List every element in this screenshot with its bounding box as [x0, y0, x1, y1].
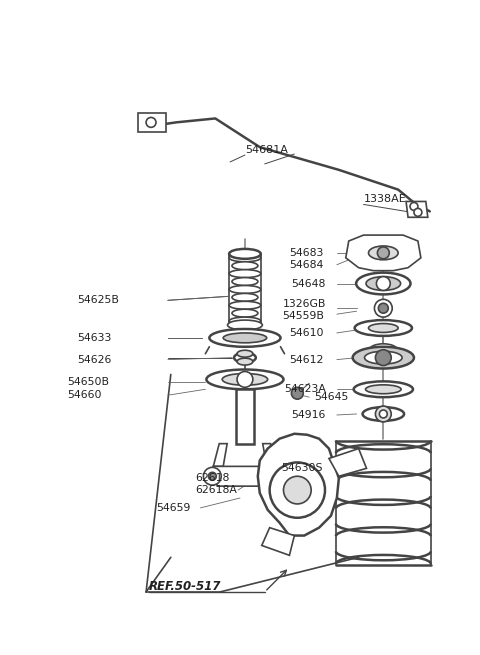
Text: 62618: 62618 [195, 473, 230, 483]
Text: REF.50-517: REF.50-517 [149, 580, 221, 593]
Polygon shape [263, 443, 276, 466]
Polygon shape [138, 113, 166, 132]
Ellipse shape [364, 351, 402, 364]
Ellipse shape [354, 381, 413, 397]
Circle shape [291, 387, 303, 399]
Circle shape [375, 350, 391, 365]
Text: 54645: 54645 [314, 392, 348, 402]
Ellipse shape [229, 301, 261, 309]
Ellipse shape [232, 262, 258, 270]
Circle shape [414, 208, 422, 216]
Ellipse shape [229, 317, 261, 325]
Circle shape [284, 476, 311, 504]
Text: 54684: 54684 [289, 260, 324, 270]
Text: 54683: 54683 [289, 248, 324, 258]
Ellipse shape [222, 373, 268, 385]
Ellipse shape [366, 276, 401, 290]
Ellipse shape [369, 246, 398, 260]
Text: 1326GB: 1326GB [283, 299, 326, 309]
Polygon shape [213, 466, 276, 486]
Text: 54916: 54916 [291, 410, 326, 420]
Ellipse shape [362, 407, 404, 421]
Text: 54648: 54648 [291, 278, 326, 288]
Circle shape [237, 371, 253, 387]
Circle shape [374, 299, 392, 317]
Text: 54626: 54626 [77, 354, 111, 365]
Polygon shape [258, 434, 339, 536]
Text: 54623A: 54623A [285, 384, 326, 394]
Text: 54659: 54659 [156, 503, 191, 513]
Ellipse shape [232, 293, 258, 301]
Ellipse shape [232, 278, 258, 286]
Circle shape [204, 468, 221, 485]
Ellipse shape [366, 385, 401, 394]
Circle shape [379, 410, 387, 418]
Ellipse shape [370, 344, 397, 356]
Circle shape [410, 202, 418, 210]
Ellipse shape [234, 352, 256, 363]
Ellipse shape [353, 346, 414, 369]
Text: 54681A: 54681A [245, 145, 288, 155]
Polygon shape [262, 528, 294, 555]
Circle shape [270, 462, 325, 517]
Circle shape [378, 303, 388, 313]
Text: 54650B: 54650B [67, 377, 109, 387]
Ellipse shape [356, 272, 410, 294]
Ellipse shape [229, 270, 261, 278]
Text: 54660: 54660 [67, 390, 102, 400]
Circle shape [208, 472, 216, 480]
Text: 54559B: 54559B [283, 311, 324, 321]
Ellipse shape [229, 254, 261, 262]
Polygon shape [213, 443, 227, 466]
Text: 1338AE: 1338AE [363, 195, 406, 204]
Ellipse shape [206, 369, 284, 389]
Text: 54610: 54610 [289, 328, 324, 338]
Polygon shape [329, 449, 367, 476]
Ellipse shape [232, 309, 258, 317]
Ellipse shape [209, 329, 280, 346]
Ellipse shape [229, 286, 261, 293]
Text: 54630S: 54630S [281, 463, 323, 474]
Ellipse shape [228, 320, 263, 330]
Text: 54625B: 54625B [77, 295, 119, 305]
Bar [236, 389, 254, 443]
Polygon shape [346, 235, 421, 271]
Ellipse shape [229, 249, 261, 259]
Circle shape [146, 117, 156, 127]
Ellipse shape [237, 358, 253, 365]
Polygon shape [406, 202, 428, 217]
Circle shape [375, 406, 391, 422]
Ellipse shape [355, 320, 412, 336]
Circle shape [377, 247, 389, 259]
Ellipse shape [237, 350, 253, 357]
Circle shape [376, 276, 390, 290]
Ellipse shape [369, 324, 398, 333]
Text: 62618A: 62618A [195, 485, 238, 495]
Text: 54612: 54612 [289, 354, 324, 365]
Ellipse shape [223, 333, 267, 343]
Text: 54633: 54633 [77, 333, 111, 343]
